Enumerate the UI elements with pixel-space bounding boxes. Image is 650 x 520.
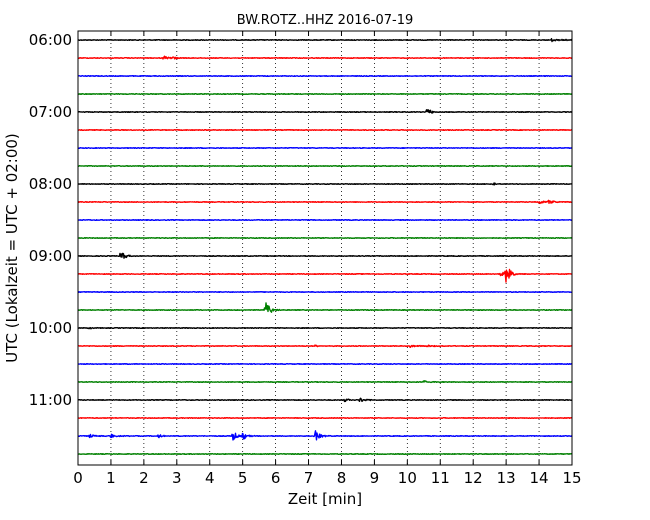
- plot-frame: [77, 30, 573, 466]
- seismic-trace: [77, 268, 573, 283]
- x-tick-label: 5: [238, 469, 248, 487]
- seismic-trace: [77, 182, 573, 186]
- x-tick-label: 6: [271, 469, 281, 487]
- seismic-trace: [77, 453, 573, 455]
- x-tick-label: 0: [73, 469, 83, 487]
- seismic-trace: [77, 164, 573, 168]
- y-tick-label: 09:00: [29, 247, 72, 265]
- x-tick-label: 1: [106, 469, 116, 487]
- x-axis: 0 1 2 3 4 5 6 7 8 9 10 11 12 13 14 15: [73, 31, 582, 487]
- x-tick-label: 11: [431, 469, 450, 487]
- trace-group: [77, 38, 573, 455]
- chart-title: BW.ROTZ..HHZ 2016-07-19: [237, 13, 413, 28]
- seismic-trace: [77, 430, 573, 441]
- seismic-trace: [77, 302, 573, 313]
- seismic-trace: [77, 380, 573, 384]
- seismic-trace: [77, 92, 573, 96]
- seismic-trace: [77, 326, 573, 330]
- x-tick-label: 4: [205, 469, 215, 487]
- seismic-trace: [77, 363, 573, 365]
- seismic-trace: [77, 55, 573, 60]
- y-tick-label: 06:00: [29, 31, 72, 49]
- y-tick-label: 07:00: [29, 103, 72, 121]
- x-tick-label: 9: [370, 469, 380, 487]
- seismic-trace: [77, 38, 573, 43]
- y-tick-label: 08:00: [29, 175, 72, 193]
- seismic-trace: [77, 417, 573, 419]
- x-tick-label: 14: [530, 469, 549, 487]
- x-tick-label: 13: [497, 469, 516, 487]
- seismic-trace: [77, 146, 573, 150]
- y-axis: 06:00 07:00 08:00 09:00 10:00 11:00: [29, 31, 572, 409]
- x-axis-label: Zeit [min]: [288, 490, 362, 508]
- seismic-trace: [77, 252, 573, 259]
- x-tick-label: 3: [172, 469, 182, 487]
- x-tick-label: 8: [337, 469, 347, 487]
- x-tick-label: 10: [398, 469, 417, 487]
- x-tick-label: 15: [562, 469, 581, 487]
- seismic-trace: [77, 128, 573, 132]
- y-tick-label: 11:00: [29, 391, 72, 409]
- grid-lines: [110, 31, 540, 465]
- seismic-trace: [77, 236, 573, 240]
- x-tick-label: 7: [304, 469, 314, 487]
- seismic-trace: [77, 74, 573, 78]
- y-tick-label: 10:00: [29, 319, 72, 337]
- x-tick-label: 2: [139, 469, 149, 487]
- seismic-trace: [77, 218, 573, 222]
- y-axis-label: UTC (Lokalzeit = UTC + 02:00): [3, 133, 21, 363]
- seismic-trace: [77, 397, 573, 403]
- seismic-trace: [77, 291, 573, 293]
- seismic-trace: [77, 344, 573, 348]
- seismic-trace: [77, 199, 573, 205]
- seismic-trace: [77, 108, 573, 114]
- x-tick-label: 12: [464, 469, 483, 487]
